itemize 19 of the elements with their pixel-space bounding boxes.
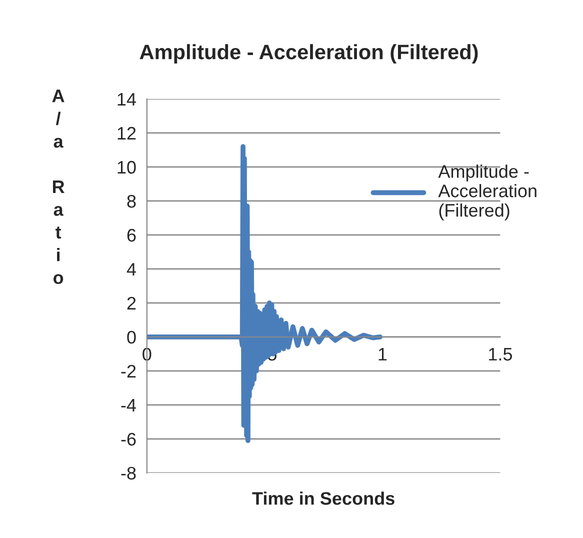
y-tick-label: -4 [121,399,136,412]
y-tick-label: -8 [121,466,136,480]
y-tick-label: -2 [121,364,136,378]
x-axis-title: Time in Seconds [252,492,394,505]
chart-title: Amplitude - Acceleration (Filtered) [140,44,478,64]
y-tick-label: 10 [118,160,136,174]
legend-label: Amplitude - Acceleration (Filtered) [438,164,536,220]
text: A/a Ratio [52,90,64,284]
x-tick-label: 0 [142,348,152,361]
y-tick-label: 0 [127,330,136,344]
y-tick-label: 12 [118,126,136,140]
y-tick-label: 8 [127,194,136,208]
y-tick-label: 2 [127,296,136,310]
y-tick-label: -6 [121,432,136,446]
x-tick-label: 1.5 [489,348,512,361]
x-tick-label: 1 [378,348,387,360]
y-tick-label: 6 [127,228,136,242]
y-tick-label: 14 [118,93,136,106]
y-tick-label: 4 [126,263,136,276]
